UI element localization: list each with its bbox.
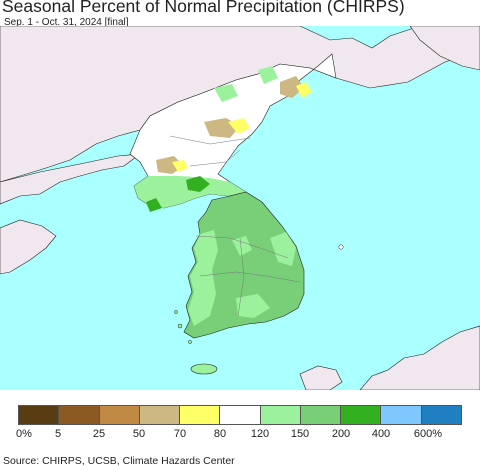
legend-swatch <box>421 406 461 424</box>
legend-label: 80 <box>213 428 227 440</box>
map-title: Seasonal Percent of Normal Precipitation… <box>2 0 405 16</box>
legend-label: 0% <box>16 428 32 440</box>
legend-color-bar <box>18 405 462 425</box>
wet-light-east <box>270 232 296 266</box>
legend-swatch <box>260 406 301 424</box>
dry-patch-central-yellow <box>228 118 250 134</box>
precipitation-map <box>0 26 480 390</box>
ulleung-island <box>338 244 344 250</box>
province-boundaries <box>169 135 301 317</box>
legend-label: 5 <box>54 428 62 440</box>
dry-patch-north-yellow <box>296 82 312 98</box>
japan-island <box>299 365 343 390</box>
wet-light-central <box>232 236 252 256</box>
legend-label: 120 <box>250 428 270 440</box>
legend-label: 25 <box>92 428 106 440</box>
legend-label: 400 <box>371 428 391 440</box>
wet-core-kaesong <box>186 176 210 192</box>
legend-swatch <box>300 406 342 424</box>
legend-swatch <box>59 406 100 424</box>
south-korea-region <box>183 191 305 339</box>
legend-label: 150 <box>290 428 310 440</box>
legend-swatch <box>381 406 422 424</box>
wet-band-south-nk <box>134 176 246 208</box>
russia-region <box>409 26 480 71</box>
wet-patch-ne2 <box>214 84 238 102</box>
legend-label: 70 <box>173 428 187 440</box>
wet-patch-ne <box>258 66 278 84</box>
legend-swatch <box>341 406 382 424</box>
dry-patch-west-yellow <box>172 160 188 172</box>
island <box>188 340 192 344</box>
wet-light-south <box>236 294 270 318</box>
shandong-peninsula <box>0 219 57 275</box>
legend-swatch <box>180 406 221 424</box>
island <box>174 310 178 314</box>
wet-light-west-coast <box>188 230 218 326</box>
jeju-island <box>190 363 218 375</box>
legend-swatch <box>19 406 60 424</box>
japan-region <box>359 325 480 390</box>
legend-swatch <box>99 406 140 424</box>
legend-label: 200 <box>331 428 351 440</box>
legend-label: 50 <box>132 428 146 440</box>
dry-patch-north <box>280 76 304 98</box>
source-credit: Source: CHIRPS, UCSB, Climate Hazards Ce… <box>3 455 235 467</box>
wet-core-ongjin <box>146 198 162 212</box>
legend-swatch <box>220 406 261 424</box>
liaodong-peninsula <box>0 153 142 205</box>
legend-swatch <box>139 406 181 424</box>
legend: 0% 5 25 50 70 80 120 150 200 400 600% <box>0 390 480 448</box>
map-subtitle: Sep. 1 - Oct. 31, 2024 [final] <box>4 17 129 28</box>
legend-label: 600% <box>413 428 443 440</box>
island <box>177 323 183 329</box>
